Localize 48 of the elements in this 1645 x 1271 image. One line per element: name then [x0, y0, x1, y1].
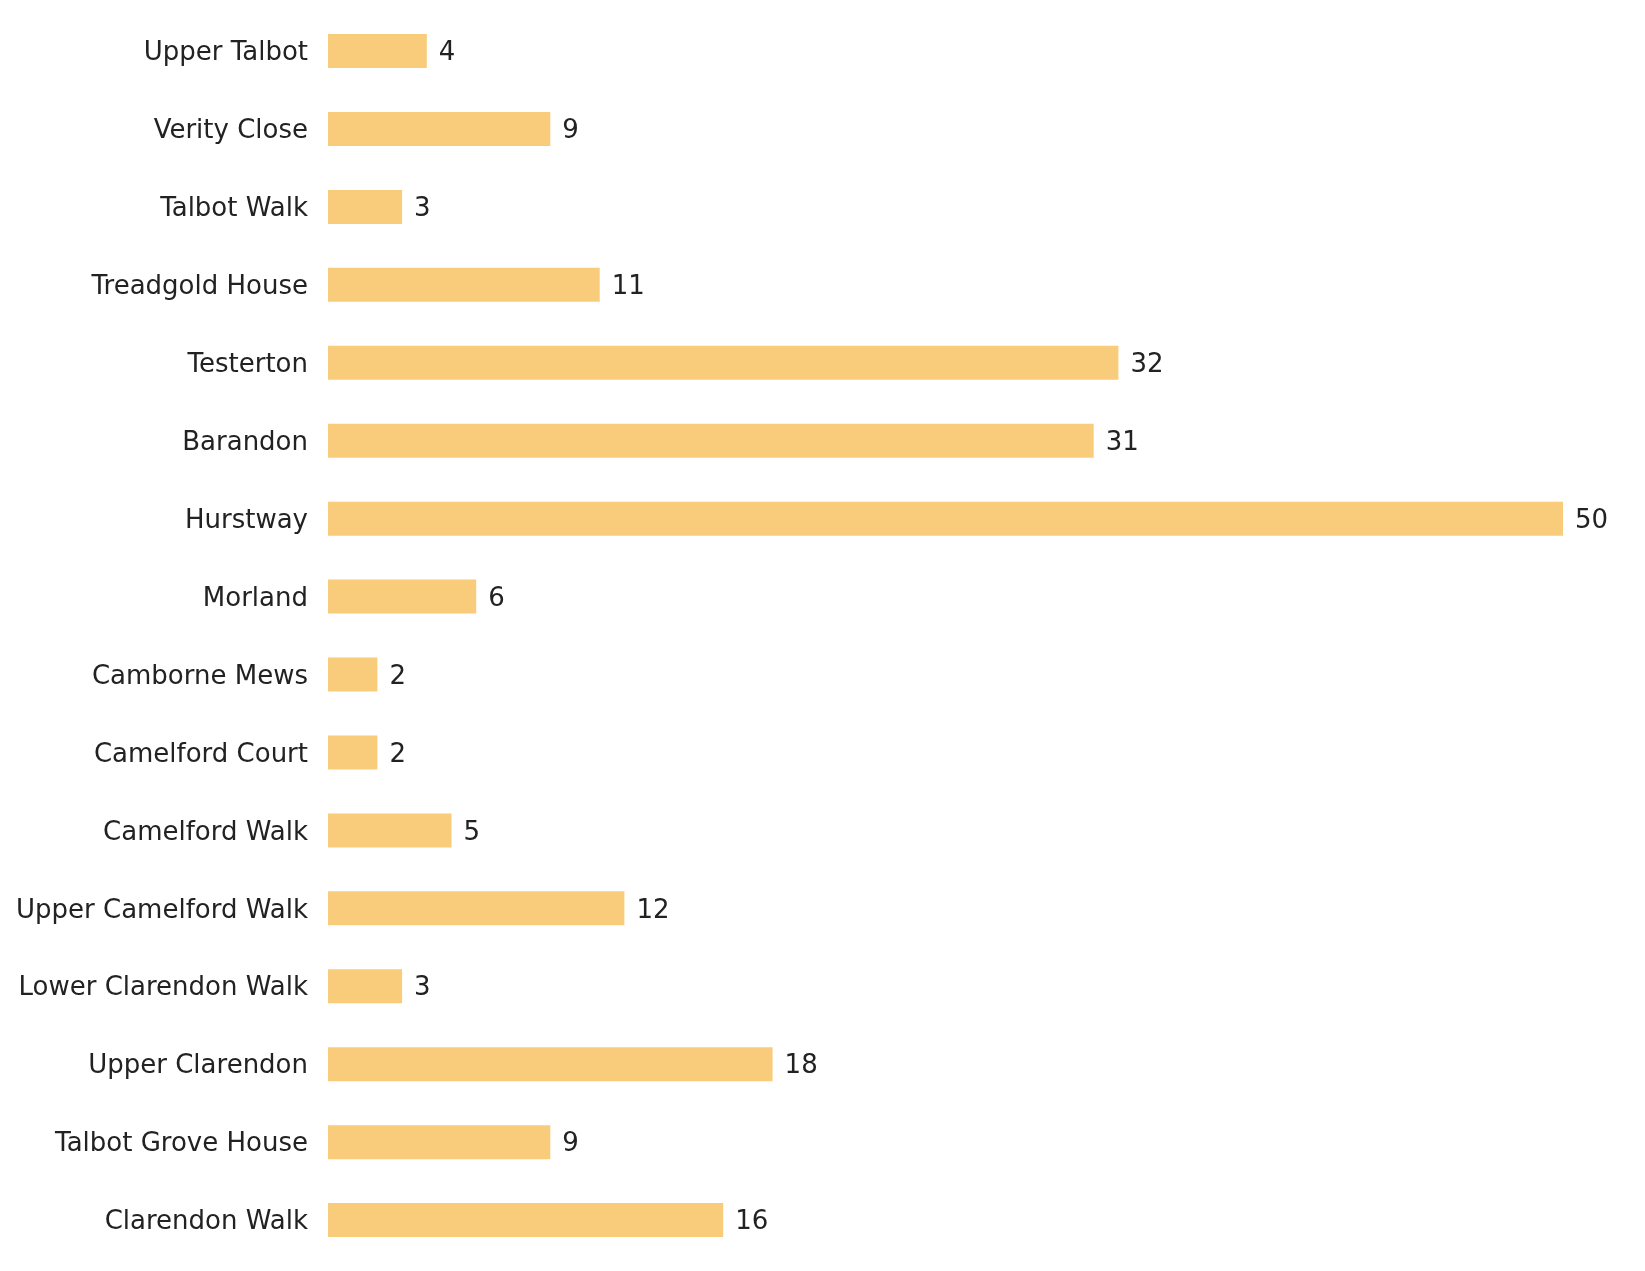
- data-label: 16: [735, 1205, 769, 1236]
- y-tick-label: Upper Camelford Walk: [16, 893, 308, 924]
- y-tick-label: Upper Clarendon: [88, 1049, 308, 1080]
- bar: [328, 657, 378, 692]
- data-label: 4: [438, 36, 456, 67]
- y-tick-label: Talbot Walk: [159, 192, 308, 223]
- data-label: 2: [389, 737, 406, 768]
- data-label: 12: [636, 893, 670, 924]
- data-label: 9: [562, 1127, 579, 1158]
- bar: [328, 423, 1094, 458]
- bar: [328, 111, 551, 146]
- y-tick-label: Camelford Court: [93, 737, 308, 768]
- data-label: 32: [1130, 347, 1164, 378]
- y-tick-label: Hurstway: [184, 503, 308, 534]
- bar: [328, 501, 1563, 536]
- bar: [328, 579, 477, 614]
- data-label: 5: [463, 815, 481, 846]
- bar: [328, 1047, 773, 1082]
- bar: [328, 813, 452, 848]
- data-label: 2: [389, 659, 406, 690]
- bar: [328, 34, 427, 68]
- bar: [328, 969, 403, 1004]
- data-label: 18: [784, 1049, 818, 1080]
- bar: [328, 1203, 724, 1238]
- bar: [328, 1125, 551, 1160]
- data-label: 6: [488, 581, 505, 612]
- data-label: 3: [414, 971, 431, 1002]
- data-label: 50: [1575, 503, 1609, 534]
- y-tick-label: Lower Clarendon Walk: [18, 971, 308, 1002]
- bar: [328, 267, 600, 302]
- bar: [328, 189, 403, 224]
- data-label: 11: [611, 270, 645, 301]
- y-tick-label: Treadgold House: [90, 270, 308, 301]
- data-label: 31: [1105, 425, 1139, 456]
- data-label: 3: [414, 192, 431, 223]
- bar: [328, 345, 1119, 380]
- bar: [328, 735, 378, 770]
- y-tick-label: Clarendon Walk: [104, 1205, 308, 1236]
- y-tick-label: Talbot Grove House: [54, 1127, 308, 1158]
- data-label: 9: [562, 114, 579, 145]
- y-tick-label: Camelford Walk: [103, 815, 308, 846]
- y-tick-label: Morland: [202, 581, 308, 612]
- bar: [328, 891, 625, 926]
- y-tick-label: Upper Talbot: [143, 36, 308, 67]
- y-tick-label: Testerton: [186, 347, 308, 378]
- y-tick-label: Camborne Mews: [91, 659, 308, 690]
- y-tick-label: Barandon: [182, 425, 308, 456]
- y-tick-label: Verity Close: [153, 114, 308, 145]
